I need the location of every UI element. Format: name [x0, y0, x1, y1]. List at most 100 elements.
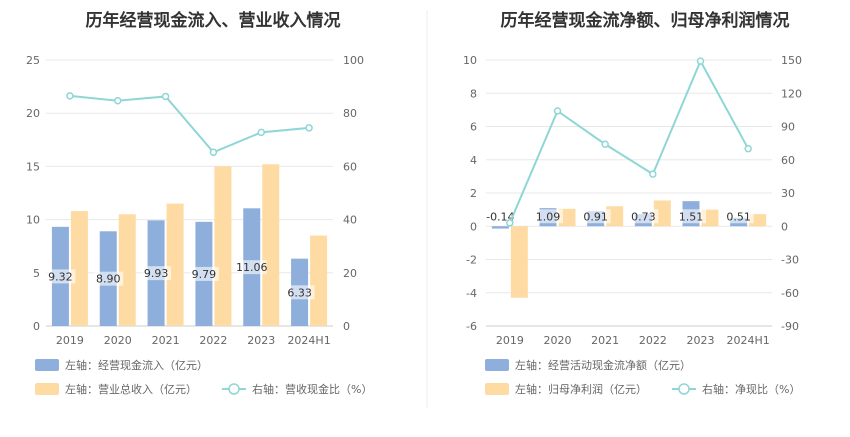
- line-point: [305, 124, 313, 132]
- left-axis-tick: -6: [466, 320, 477, 333]
- line-point: [257, 128, 265, 137]
- line-point: [553, 107, 562, 115]
- bar-series-2: [70, 211, 88, 326]
- legend-item[interactable]: 右轴：净现比（%）: [672, 382, 800, 396]
- x-axis-tick: 2019: [496, 334, 524, 347]
- data-label-bg: [676, 209, 706, 224]
- left-axis-tick: 2: [470, 187, 477, 200]
- data-label-bg: [485, 209, 516, 224]
- bar-series-2: [214, 166, 232, 326]
- data-label-bg: [45, 269, 76, 284]
- data-label-bg: [141, 266, 172, 281]
- legend-label: 左轴：经营活动现金流净额（亿元）: [515, 358, 691, 372]
- legend-label: 右轴：营收现金比（%）: [252, 382, 372, 396]
- x-axis-tick: 2021: [591, 334, 619, 347]
- line-point: [209, 148, 218, 157]
- legend-swatch: [35, 359, 59, 371]
- data-label-bg: [93, 271, 124, 286]
- line-point: [66, 92, 74, 100]
- line-point: [744, 144, 752, 153]
- data-label-bg: [628, 209, 659, 224]
- left-axis-tick: 8: [470, 87, 477, 100]
- x-axis-tick: 2020: [544, 334, 572, 347]
- data-label: 9.32: [48, 270, 73, 283]
- x-axis-tick: 2024H1: [287, 334, 330, 347]
- left-axis-tick: 15: [26, 160, 40, 173]
- legend-label: 左轴：归母净利润（亿元）: [515, 382, 647, 396]
- x-axis-tick: 2023: [687, 334, 715, 347]
- bar-series-2: [510, 226, 528, 298]
- data-label: 0.91: [583, 210, 608, 223]
- data-label: 8.90: [96, 273, 121, 286]
- line-point: [601, 140, 609, 148]
- right-axis-tick: 0: [781, 220, 788, 233]
- legend-item[interactable]: 右轴：营收现金比（%）: [222, 382, 372, 396]
- left-axis-tick: 5: [33, 267, 40, 280]
- data-label-bg: [723, 209, 754, 224]
- right-axis-tick: 120: [781, 87, 802, 100]
- right-axis-tick: 150: [781, 54, 802, 67]
- x-axis-tick: 2022: [199, 334, 227, 347]
- x-axis-tick: 2024H1: [727, 334, 770, 347]
- data-label: 9.79: [192, 268, 217, 281]
- legend-item[interactable]: 左轴：归母净利润（亿元）: [485, 382, 647, 396]
- bar-series-2: [262, 164, 280, 326]
- left-axis-tick: 10: [463, 54, 477, 67]
- data-label: 1.09: [536, 210, 561, 223]
- right-axis-tick: 80: [343, 107, 357, 120]
- x-axis-tick: 2022: [639, 334, 667, 347]
- right-axis-tick: 60: [781, 154, 795, 167]
- line-series-3: [69, 94, 310, 154]
- x-axis-tick: 2021: [152, 334, 180, 347]
- chart-title: 历年经营现金流入、营业收入情况: [86, 10, 341, 31]
- chart-title: 历年经营现金流净额、归母净利润情况: [501, 10, 790, 31]
- line-series-3: [508, 58, 750, 224]
- bar-series-2: [310, 235, 328, 326]
- data-label-bg: [533, 209, 563, 224]
- legend-label: 左轴：经营现金流入（亿元）: [65, 358, 208, 372]
- data-label-bg: [188, 266, 219, 281]
- left-axis-tick: 6: [470, 121, 477, 134]
- data-label: 9.93: [144, 267, 169, 280]
- data-label-bg: [236, 260, 267, 275]
- legend-swatch: [485, 359, 509, 371]
- legend-item[interactable]: 左轴：经营活动现金流净额（亿元）: [485, 358, 691, 372]
- x-axis-tick: 2020: [104, 334, 132, 347]
- data-label: 0.73: [631, 210, 656, 223]
- left-axis-tick: -2: [466, 254, 477, 267]
- bar-series-2: [118, 214, 136, 326]
- legend-label: 左轴：营业总收入（亿元）: [65, 382, 197, 396]
- right-axis-tick: 30: [781, 187, 795, 200]
- line-point: [114, 96, 122, 105]
- legend-swatch: [485, 383, 509, 395]
- legend-item[interactable]: 左轴：经营现金流入（亿元）: [35, 358, 208, 372]
- legend-swatch: [35, 383, 59, 395]
- legend-label: 右轴：净现比（%）: [702, 382, 800, 396]
- right-axis-tick: 100: [343, 54, 364, 67]
- left-axis-tick: -4: [466, 287, 477, 300]
- left-axis-tick: 20: [26, 107, 40, 120]
- line-point: [506, 219, 514, 227]
- x-axis-tick: 2023: [247, 334, 275, 347]
- line-point: [649, 170, 657, 178]
- left-axis-tick: 0: [33, 320, 40, 333]
- line-point: [696, 57, 705, 65]
- left-axis-tick: 25: [26, 54, 40, 67]
- right-axis-tick: 90: [781, 121, 795, 134]
- x-axis-tick: 2019: [56, 334, 84, 347]
- right-axis-tick: -30: [781, 254, 799, 267]
- right-axis-tick: -60: [781, 287, 799, 300]
- data-label: 0.51: [726, 210, 751, 223]
- line-point: [161, 92, 170, 101]
- legend-item[interactable]: 左轴：营业总收入（亿元）: [35, 382, 197, 396]
- bar-series-2: [166, 203, 184, 326]
- right-axis-tick: 0: [343, 320, 350, 333]
- left-axis-tick: 10: [26, 214, 40, 227]
- right-axis-tick: 40: [343, 214, 357, 227]
- right-axis-tick: 20: [343, 267, 357, 280]
- data-label-bg: [580, 209, 611, 224]
- data-label: 6.33: [287, 286, 312, 299]
- right-axis-tick: -90: [781, 320, 799, 333]
